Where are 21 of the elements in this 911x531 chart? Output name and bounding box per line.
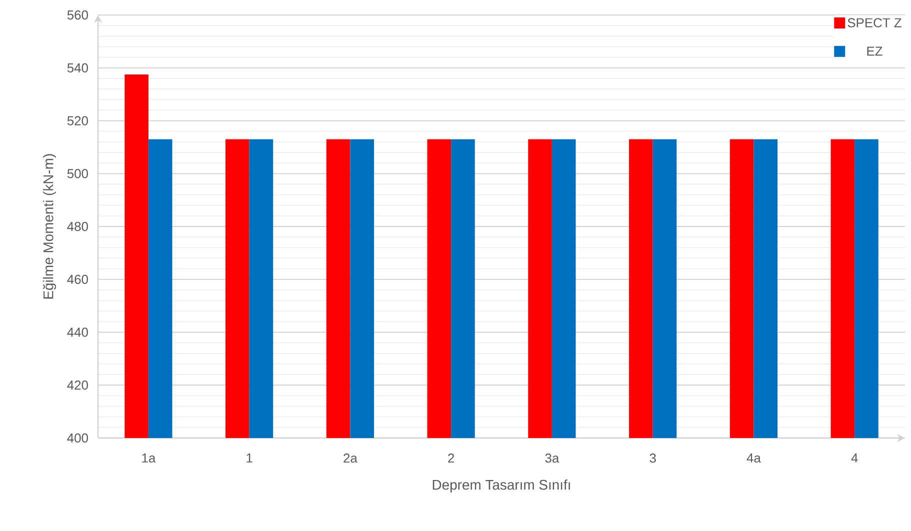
y-tick-label: 560: [67, 10, 88, 20]
x-tick-label: 3: [650, 454, 656, 463]
y-tick-label: 420: [67, 380, 88, 390]
y-axis-title: Eğilme Momenti (kN-m): [42, 154, 56, 299]
y-tick-label: 460: [67, 274, 88, 284]
x-tick-label: 2a: [344, 454, 358, 463]
y-tick-label: 500: [67, 169, 88, 178]
y-tick-label: 520: [67, 116, 88, 126]
legend-label: EZ: [867, 46, 882, 56]
x-tick-label: 4a: [746, 454, 761, 463]
y-tick-label: 540: [67, 63, 88, 72]
y-tick-label: 480: [67, 222, 88, 232]
x-tick-label: 4: [851, 454, 858, 462]
x-tick-label: 1: [246, 454, 252, 462]
x-tick-label: 2: [448, 454, 454, 463]
x-axis-title: Deprem Tasarım Sınıfı: [432, 480, 570, 493]
legend-label: SPECT Z: [848, 18, 902, 28]
x-tick-label: 1a: [142, 454, 156, 463]
y-tick-label: 440: [67, 328, 88, 337]
y-tick-label: 400: [67, 433, 88, 443]
x-tick-label: 3a: [545, 454, 560, 463]
